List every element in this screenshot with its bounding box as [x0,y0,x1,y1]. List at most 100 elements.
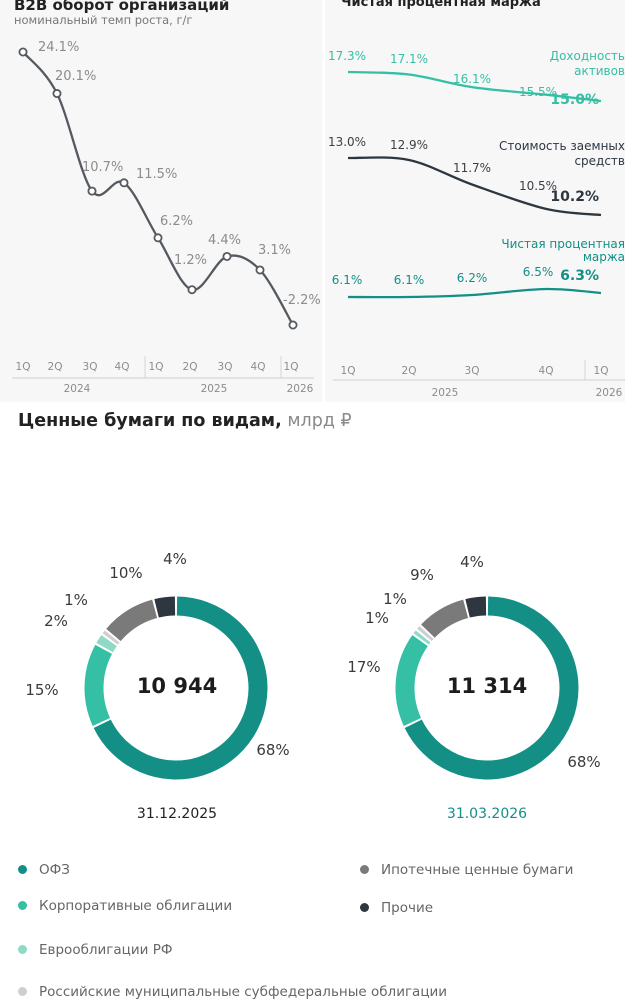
b2b-chart-title: B2B оборот организаций [14,0,230,14]
net-interest-margin-panel: Чистая процентная маржа 17.3% 17.1% 16.1% 1… [325,0,625,402]
donut-date-2025: 31.12.2025 [136,806,218,822]
b2b-data-label: 1.2% [174,253,207,268]
donut-total-2025: 10 944 [136,674,218,698]
legend-label: Ипотечные ценные бумаги [381,862,574,878]
b2b-data-point [255,265,265,275]
b2b-data-point [153,233,163,243]
b2b-x-tick-label: 1Q [284,361,299,373]
donut-slice [421,599,469,638]
donut-slice [102,630,120,645]
b2b-data-point [18,47,28,57]
nim-x-tick-label: 1Q [594,365,609,377]
b2b-data-point [288,320,298,330]
b2b-data-point [222,251,232,261]
b2b-data-point [119,178,129,188]
b2b-turnover-panel: B2B оборот организаций номинальный темп … [0,0,322,402]
nim-series-line [347,70,602,103]
nim-data-label: 6.1% [332,273,363,287]
donut-slice-label: 1% [365,609,389,627]
donut-slice [84,644,113,726]
legend-item-mortgage-securities: Ипотечные ценные бумаги [360,862,573,878]
donut-slice-label: 10% [109,564,142,582]
b2b-data-label: 24.1% [38,40,79,55]
donut-slice [465,596,487,618]
b2b-x-tick-label: 4Q [251,361,266,373]
nim-data-label: 15.0% [550,92,599,108]
donut-slice-label: 1% [383,590,407,608]
donut-date-2026: 31.03.2026 [446,806,528,822]
nim-series-name: Стоимость заемных [499,139,625,153]
b2b-data-point [187,285,197,295]
b2b-x-tick-label: 1Q [16,361,31,373]
nim-series-line [347,156,602,217]
nim-x-tick-label: 4Q [539,365,554,377]
nim-year-label: 2025 [432,387,459,399]
b2b-data-label: 3.1% [258,243,291,258]
legend-item-other: Прочие [360,900,433,916]
b2b-data-point [52,89,62,99]
nim-data-label: 6.1% [394,273,425,287]
nim-data-label: 17.1% [390,52,428,66]
b2b-x-tick-label: 3Q [218,361,233,373]
donut-slice-label: 4% [460,553,484,571]
b2b-chart-subtitle: номинальный темп роста, г/г [14,13,193,27]
b2b-data-point [87,186,97,196]
donut-slice [395,635,429,726]
b2b-data-label: 6.2% [160,214,193,229]
legend-swatch-eurobonds [18,944,27,954]
nim-data-label: 15.5% [519,85,557,99]
nim-data-label: 6.3% [560,268,599,284]
donut-slice [154,596,176,618]
nim-series-line [347,287,602,299]
nim-data-label: 13.0% [328,135,366,149]
legend-swatch-mortgage-securities [360,864,369,874]
donut-slice [413,630,431,645]
nim-x-tick-label: 2Q [402,365,417,377]
b2b-data-label: 4.4% [208,233,241,248]
donut-slice [93,596,268,780]
securities-unit: млрд ₽ [287,411,352,431]
b2b-data-label: 11.5% [136,167,177,182]
donut-slice-label: 1% [64,591,88,609]
nim-x-tick-label: 3Q [465,365,480,377]
legend-label: Еврооблигации РФ [39,942,173,958]
b2b-series-line [22,51,294,326]
donut-slice [417,626,434,642]
legend-swatch-other [360,902,369,912]
b2b-data-label: 20.1% [55,69,96,84]
legend-swatch-municipal-bonds [18,986,27,996]
legend-item-eurobonds: Еврооблигации РФ [18,942,172,958]
donut-chart-2025: 68% 15% 2% 1% 10% 4% [25,550,290,780]
nim-data-label: 6.5% [523,265,554,279]
nim-data-label: 10.5% [519,179,557,193]
b2b-line-chart: 24.1% 20.1% 10.7% 11.5% 6.2% 1.2%4.4% 3.1% -2.2… [12,40,321,395]
b2b-year-label: 2026 [287,383,314,395]
nim-series-name: средств [574,154,625,168]
b2b-x-tick-label: 2Q [183,361,198,373]
nim-line-chart: 17.3% 17.1% 16.1% 15.5%15.0% 13.0% 12.9% 11.7%… [328,49,625,399]
legend-label: Корпоративные облигации [39,898,233,914]
b2b-year-label: 2024 [64,383,91,395]
nim-data-label: 11.7% [453,161,491,175]
nim-series-name: Доходность [550,49,625,63]
donut-slice [404,596,579,780]
nim-series-name: Чистая процентная [501,237,625,251]
b2b-data-label: -2.2% [283,293,321,308]
b2b-year-label: 2025 [201,383,228,395]
nim-data-label: 6.2% [457,271,488,285]
nim-data-label: 12.9% [390,138,428,152]
nim-chart-title: Чистая процентная маржа [341,0,541,10]
securities-section-title: Ценные бумаги по видам, млрд ₽ [18,411,352,431]
legend-item-corporate-bonds: Корпоративные облигации [18,898,232,914]
nim-data-label: 16.1% [453,72,491,86]
donut-slice [106,599,158,642]
legend-label: ОФЗ [39,862,70,878]
nim-series-name: маржа [583,250,625,264]
b2b-x-tick-label: 3Q [83,361,98,373]
b2b-x-tick-label: 2Q [48,361,63,373]
legend-swatch-corporate-bonds [18,900,27,910]
donut-total-2026: 11 314 [446,674,528,698]
donut-slice-label: 68% [567,753,600,771]
legend-swatch-ofz [18,864,27,874]
